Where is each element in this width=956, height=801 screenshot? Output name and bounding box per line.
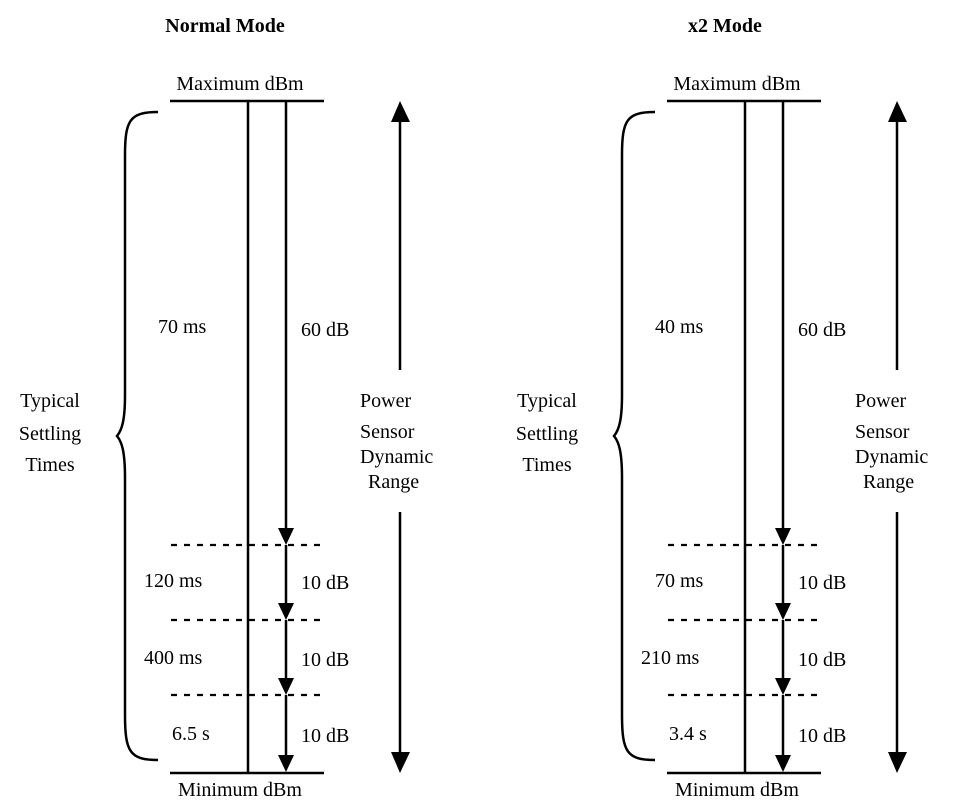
side-label-line-1: Typical [20, 390, 80, 412]
range-step-arrowhead-1 [278, 528, 294, 545]
min-dbm-label: Minimum dBm [178, 779, 302, 801]
settling-time-label: 400 ms [144, 647, 203, 669]
side-label-line-2: Settling [19, 423, 81, 445]
range-step-label: 10 dB [798, 649, 846, 671]
range-step-label: 10 dB [301, 572, 349, 594]
range-step-arrowhead-3 [278, 678, 294, 695]
range-step-label: 60 dB [301, 319, 349, 341]
panel-normal-mode: Normal Mode Maximum dBm Minimum dBm Typi… [19, 15, 434, 801]
dynamic-range-arrowhead-down [391, 752, 410, 773]
range-step-arrowhead-4 [775, 755, 791, 772]
range-step-label: 10 dB [301, 725, 349, 747]
side-label-line-3: Times [522, 454, 572, 476]
dynamic-range-arrowhead-up [391, 101, 410, 122]
settling-time-label: 40 ms [655, 316, 704, 338]
range-step-label: 60 dB [798, 319, 846, 341]
range-step-arrowhead-1 [775, 528, 791, 545]
settling-time-label: 3.4 s [669, 723, 707, 745]
settling-times-brace [115, 110, 159, 762]
panel-x2-mode: x2 Mode Maximum dBm Minimum dBm Typical … [516, 15, 929, 801]
range-label-line-1: Power [360, 390, 411, 412]
range-label-line-2: Sensor [360, 421, 415, 443]
range-step-arrowhead-2 [278, 603, 294, 620]
range-label-line-3: Dynamic [855, 446, 928, 468]
settling-time-label: 210 ms [641, 647, 700, 669]
max-dbm-label: Maximum dBm [673, 73, 801, 95]
side-label-line-1: Typical [517, 390, 577, 412]
side-label-line-2: Settling [516, 423, 578, 445]
range-label-line-1: Power [855, 390, 906, 412]
range-label-line-2: Sensor [855, 421, 910, 443]
settling-time-label: 70 ms [158, 316, 207, 338]
range-label-line-4: Range [368, 471, 419, 493]
range-step-arrowhead-4 [278, 755, 294, 772]
settling-time-label: 70 ms [655, 570, 704, 592]
min-dbm-label: Minimum dBm [675, 779, 799, 801]
range-step-label: 10 dB [798, 572, 846, 594]
range-step-arrowhead-3 [775, 678, 791, 695]
settling-time-label: 120 ms [144, 570, 203, 592]
range-step-label: 10 dB [798, 725, 846, 747]
range-step-label: 10 dB [301, 649, 349, 671]
panel-title: Normal Mode [165, 15, 285, 37]
settling-time-label: 6.5 s [172, 723, 210, 745]
panel-title: x2 Mode [688, 15, 762, 37]
range-label-line-3: Dynamic [360, 446, 433, 468]
dynamic-range-arrowhead-up [888, 101, 907, 122]
range-label-line-4: Range [863, 471, 914, 493]
settling-times-brace [612, 110, 656, 762]
range-step-arrowhead-2 [775, 603, 791, 620]
side-label-line-3: Times [25, 454, 75, 476]
max-dbm-label: Maximum dBm [176, 73, 304, 95]
dynamic-range-arrowhead-down [888, 752, 907, 773]
